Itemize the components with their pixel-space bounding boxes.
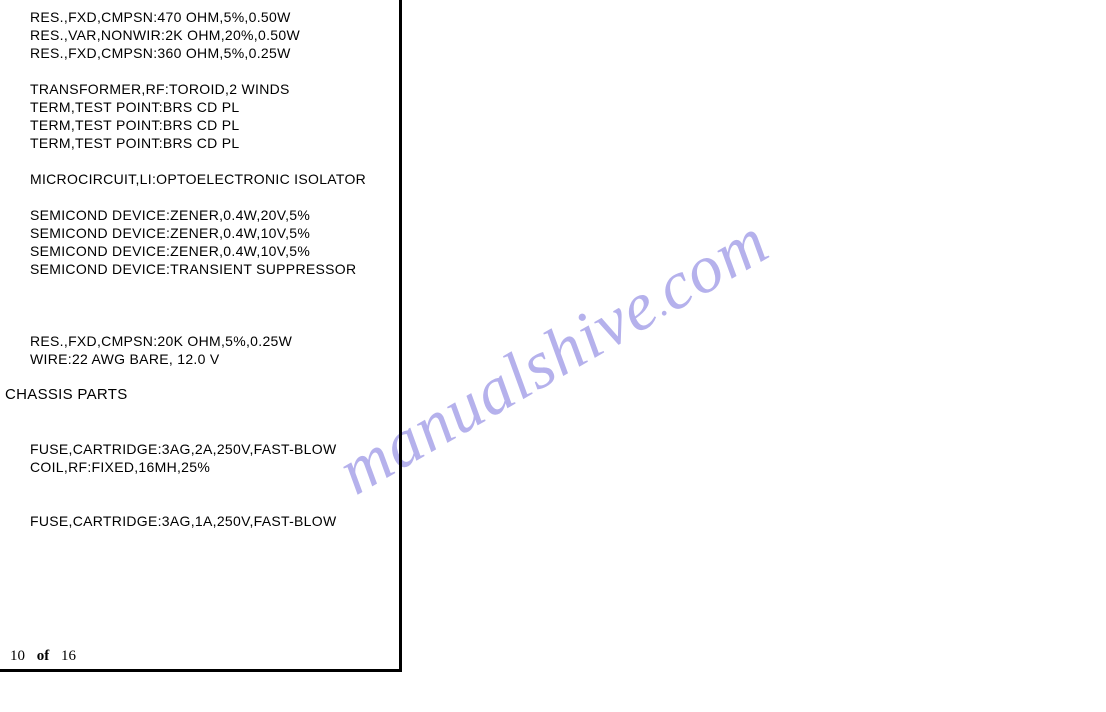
page-container: RES.,FXD,CMPSN:470 OHM,5%,0.50W RES.,VAR… bbox=[0, 0, 402, 672]
part-line: TERM,TEST POINT:BRS CD PL bbox=[0, 116, 399, 134]
part-line: SEMICOND DEVICE:TRANSIENT SUPPRESSOR bbox=[0, 260, 399, 278]
page-number: 10 of 16 bbox=[10, 648, 76, 665]
part-line: FUSE,CARTRIDGE:3AG,2A,250V,FAST-BLOW bbox=[0, 440, 399, 458]
part-line: TERM,TEST POINT:BRS CD PL bbox=[0, 134, 399, 152]
part-line: COIL,RF:FIXED,16MH,25% bbox=[0, 458, 399, 476]
part-line: MICROCIRCUIT,LI:OPTOELECTRONIC ISOLATOR bbox=[0, 170, 399, 188]
part-line: SEMICOND DEVICE:ZENER,0.4W,10V,5% bbox=[0, 242, 399, 260]
page-of-label: of bbox=[37, 648, 50, 664]
spacer bbox=[0, 314, 399, 332]
part-line: SEMICOND DEVICE:ZENER,0.4W,10V,5% bbox=[0, 224, 399, 242]
spacer bbox=[0, 296, 399, 314]
part-line: TRANSFORMER,RF:TOROID,2 WINDS bbox=[0, 80, 399, 98]
spacer bbox=[0, 188, 399, 206]
part-line: SEMICOND DEVICE:ZENER,0.4W,20V,5% bbox=[0, 206, 399, 224]
part-line: TERM,TEST POINT:BRS CD PL bbox=[0, 98, 399, 116]
spacer bbox=[0, 152, 399, 170]
section-header: CHASSIS PARTS bbox=[0, 386, 399, 404]
spacer bbox=[0, 368, 399, 386]
spacer bbox=[0, 62, 399, 80]
spacer bbox=[0, 422, 399, 440]
page-total: 16 bbox=[61, 648, 76, 664]
part-line: RES.,FXD,CMPSN:20K OHM,5%,0.25W bbox=[0, 332, 399, 350]
spacer bbox=[0, 476, 399, 494]
part-line: WIRE:22 AWG BARE, 12.0 V bbox=[0, 350, 399, 368]
watermark-dot: . bbox=[644, 280, 676, 324]
spacer bbox=[0, 404, 399, 422]
spacer bbox=[0, 278, 399, 296]
part-line: RES.,FXD,CMPSN:470 OHM,5%,0.50W bbox=[0, 8, 399, 26]
part-line: FUSE,CARTRIDGE:3AG,1A,250V,FAST-BLOW bbox=[0, 512, 399, 530]
part-line: RES.,FXD,CMPSN:360 OHM,5%,0.25W bbox=[0, 44, 399, 62]
watermark-tld: com bbox=[642, 202, 781, 326]
page-current: 10 bbox=[10, 648, 25, 664]
part-line: RES.,VAR,NONWIR:2K OHM,20%,0.50W bbox=[0, 26, 399, 44]
spacer bbox=[0, 494, 399, 512]
